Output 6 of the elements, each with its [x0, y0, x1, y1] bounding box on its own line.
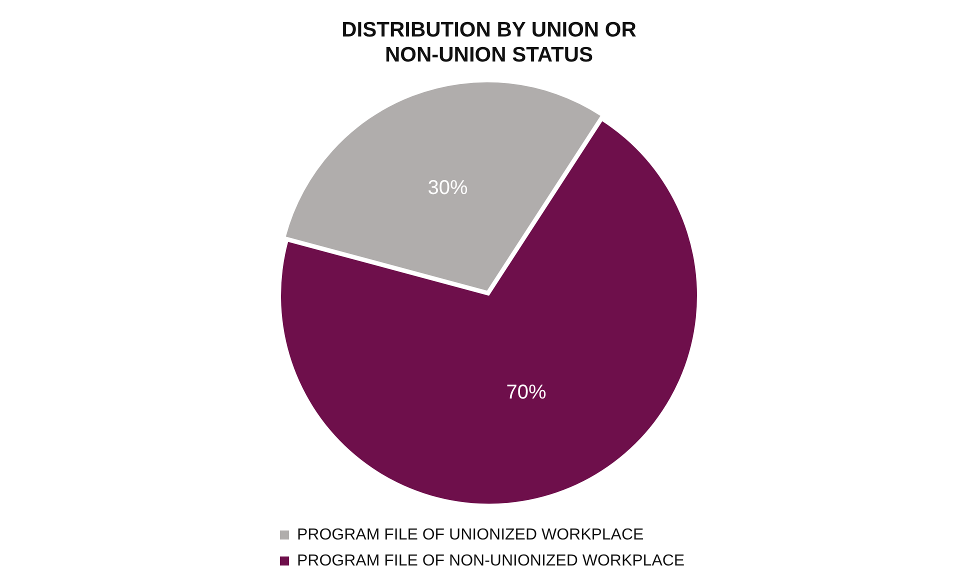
data-label: 30% [428, 176, 468, 199]
text: NON-UNION STATUS [384, 44, 594, 67]
data-label: 70% [506, 381, 546, 404]
legend-label: PROGRAM FILE OF NON-UNIONIZED WORKPLACE [297, 552, 685, 570]
text: DISTRIBUTION BY UNION OR [342, 18, 636, 42]
legend-label: PROGRAM FILE OF UNIONIZED WORKPLACE [297, 526, 644, 544]
